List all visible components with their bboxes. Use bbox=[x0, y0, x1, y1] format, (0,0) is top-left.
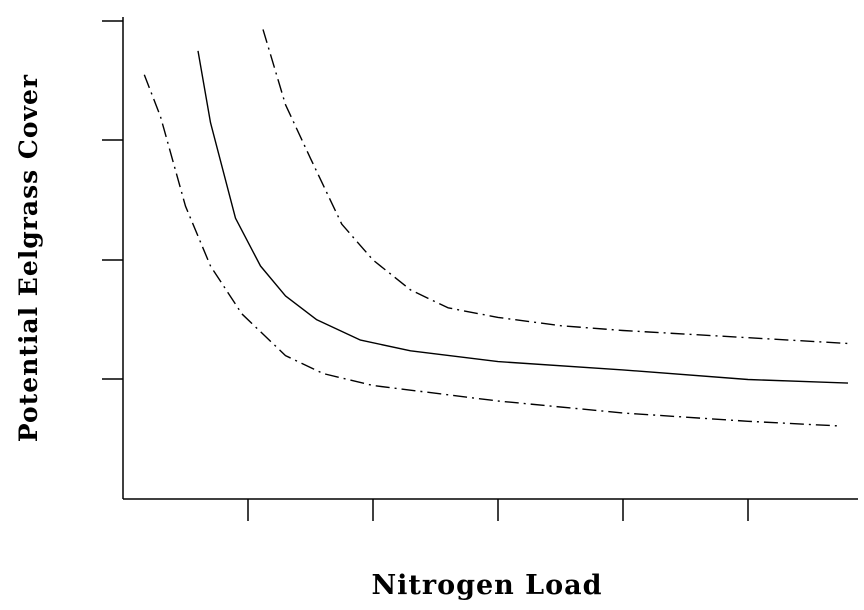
x-axis-label: Nitrogen Load bbox=[371, 570, 602, 601]
y-axis bbox=[102, 17, 124, 499]
series-line-3 bbox=[262, 29, 851, 345]
x-axis bbox=[123, 498, 858, 521]
series-line-1 bbox=[143, 74, 842, 427]
series-layer bbox=[143, 29, 851, 427]
series-line-2 bbox=[197, 50, 849, 384]
y-axis-label: Potential Eelgrass Cover bbox=[14, 74, 43, 442]
